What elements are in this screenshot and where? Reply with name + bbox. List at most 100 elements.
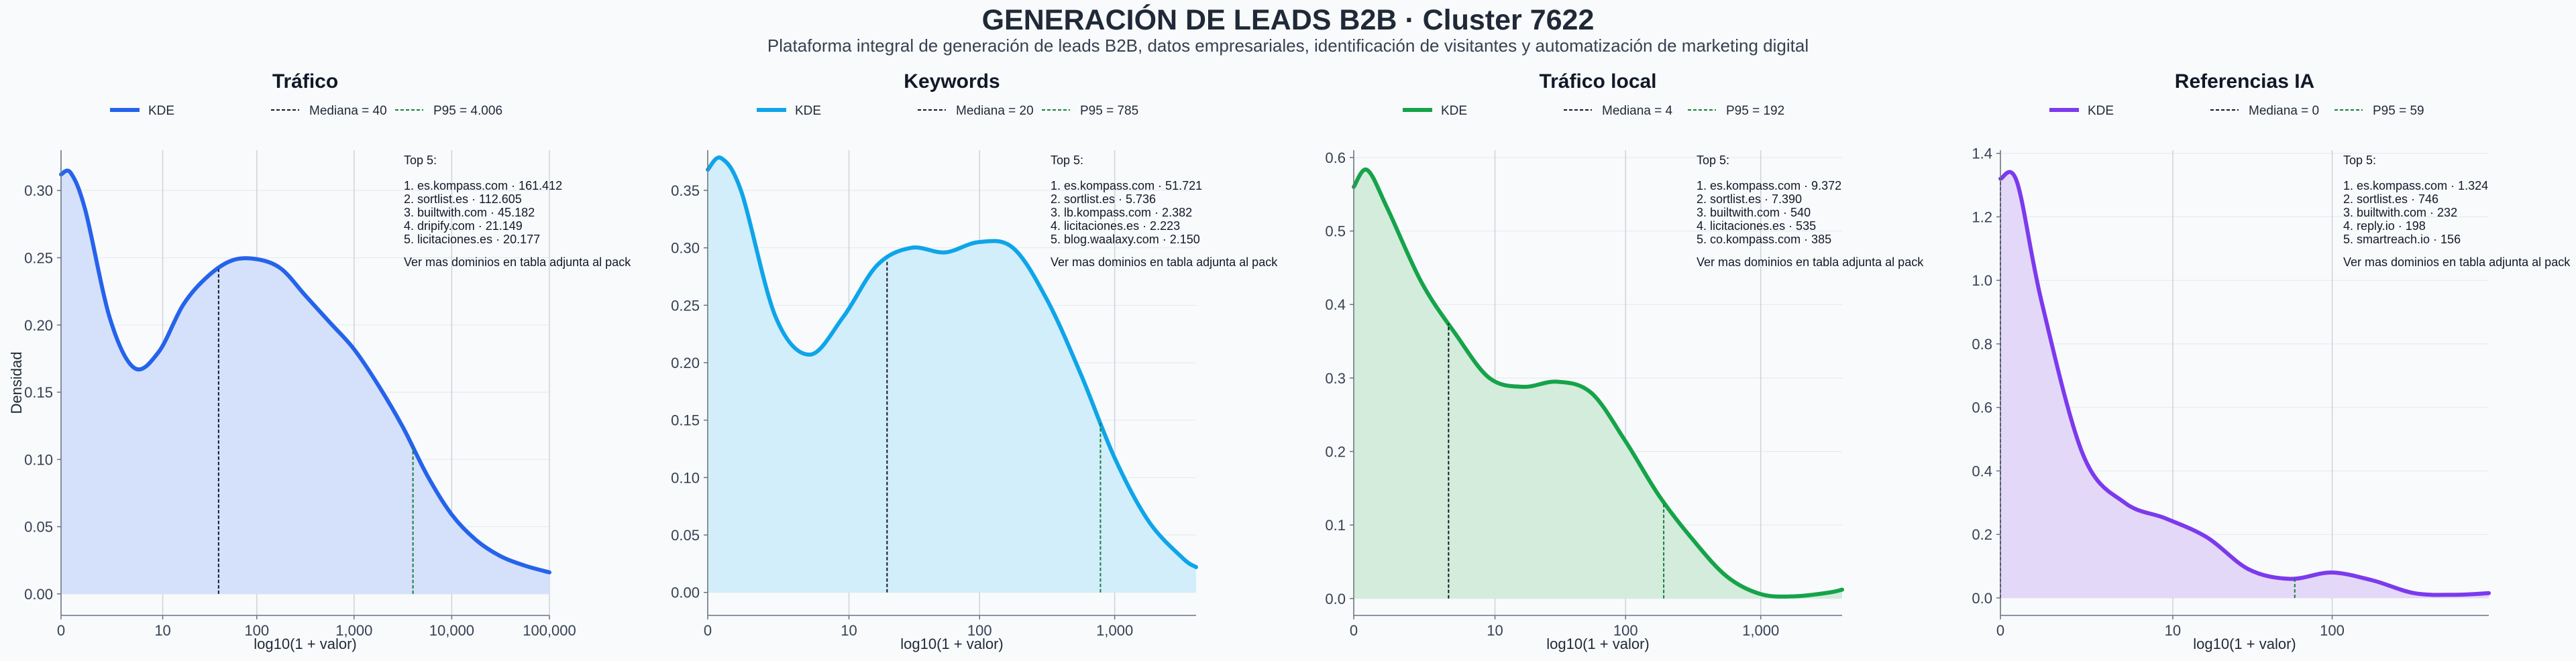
top5-note: Ver mas dominios en tabla adjunta al pac… (404, 255, 631, 269)
chart-panel: Tráfico KDE Mediana = 40 P95 = 4.006 0.00 0.0… (8, 70, 631, 652)
y-tick-label: 0.20 (24, 317, 53, 334)
x-tick-label: 0 (57, 622, 65, 639)
top5-item: 2. sortlist.es · 746 (2343, 192, 2438, 206)
legend-median-label: Mediana = 40 (309, 104, 387, 118)
x-tick-label: 0 (704, 622, 712, 639)
x-tick-label: 10 (154, 622, 170, 639)
x-tick-label: 0 (1350, 622, 1358, 639)
legend-kde-label: KDE (795, 104, 821, 118)
legend-kde-label: KDE (148, 104, 174, 118)
kde-curve (1998, 170, 2491, 597)
y-tick-label: 0.3 (1325, 370, 1346, 387)
legend-median-label: Mediana = 20 (956, 104, 1034, 118)
kde-curve (706, 156, 1198, 569)
y-tick-label: 0.5 (1325, 223, 1346, 240)
y-tick-label: 0.1 (1325, 517, 1346, 534)
x-axis-label: log10(1 + valor) (900, 636, 1003, 652)
kde-curve (59, 168, 551, 575)
top5-note: Ver mas dominios en tabla adjunta al pac… (2343, 255, 2571, 269)
top5-item: 4. reply.io · 198 (2343, 219, 2426, 233)
kde-curve (1352, 167, 1844, 599)
x-axis-label: log10(1 + valor) (1546, 636, 1649, 652)
figure-subtitle: Plataforma integral de generación de lea… (767, 36, 1809, 56)
y-tick-label: 0.35 (671, 182, 700, 199)
top5-item: 3. builtwith.com · 45.182 (404, 206, 535, 219)
y-tick-label: 0.00 (671, 585, 700, 601)
top5-item: 1. es.kompass.com · 51.721 (1051, 179, 1202, 192)
x-tick-label: 10 (2165, 622, 2181, 639)
legend: KDE Mediana = 0 P95 = 59 (2049, 104, 2424, 118)
legend-p95-label: P95 = 785 (1080, 104, 1138, 118)
x-tick-label: 10 (841, 622, 857, 639)
top5-note: Ver mas dominios en tabla adjunta al pac… (1051, 255, 1278, 269)
x-tick-label: 100 (967, 622, 992, 639)
y-tick-label: 0.10 (671, 469, 700, 486)
legend-p95-label: P95 = 59 (2373, 104, 2424, 118)
top5-item: 4. licitaciones.es · 2.223 (1051, 219, 1180, 233)
panel-title: Referencias IA (2175, 70, 2314, 93)
x-tick-label: 0 (1996, 622, 2004, 639)
top5-item: 1. es.kompass.com · 161.412 (404, 179, 562, 192)
y-tick-label: 0.2 (1972, 526, 1992, 543)
legend-median-label: Mediana = 0 (2249, 104, 2319, 118)
top5-item: 2. sortlist.es · 112.605 (404, 192, 522, 206)
top5-item: 5. licitaciones.es · 20.177 (404, 233, 540, 246)
x-tick-label: 100 (2320, 622, 2345, 639)
y-tick-label: 0.30 (671, 240, 700, 257)
top5-heading: Top 5: (404, 154, 437, 167)
y-tick-label: 0.10 (24, 451, 53, 468)
panel-title: Keywords (904, 70, 1000, 93)
top5-item: 5. smartreach.io · 156 (2343, 233, 2461, 246)
x-axis-label: log10(1 + valor) (254, 636, 356, 652)
y-tick-label: 0.4 (1972, 463, 1992, 479)
x-tick-label: 1,000 (1742, 622, 1779, 639)
x-tick-label: 10 (1487, 622, 1503, 639)
y-tick-label: 0.8 (1972, 336, 1992, 353)
kde-area (2000, 172, 2489, 598)
y-tick-label: 0.00 (24, 586, 53, 603)
top5-item: 3. builtwith.com · 540 (1697, 206, 1811, 219)
top5-item: 5. co.kompass.com · 385 (1697, 233, 1831, 246)
top5-heading: Top 5: (1051, 154, 1083, 167)
legend-kde-label: KDE (1441, 104, 1467, 118)
y-tick-label: 0.05 (671, 527, 700, 544)
top5-note: Ver mas dominios en tabla adjunta al pac… (1697, 255, 1924, 269)
chart-panel: Keywords KDE Mediana = 20 P95 = 785 0.00 0.05… (671, 70, 1278, 652)
x-tick-label: 100,000 (523, 622, 576, 639)
top5-item: 4. dripify.com · 21.149 (404, 219, 523, 233)
x-tick-label: 100 (1613, 622, 1638, 639)
kde-area (61, 170, 549, 594)
top5-item: 5. blog.waalaxy.com · 2.150 (1051, 233, 1200, 246)
legend-median-label: Mediana = 4 (1602, 104, 1673, 118)
top5-item: 1. es.kompass.com · 1.324 (2343, 179, 2488, 192)
y-tick-label: 1.2 (1972, 208, 1992, 225)
legend-p95-label: P95 = 192 (1726, 104, 1784, 118)
kde-area (1354, 169, 1842, 599)
x-axis-label: log10(1 + valor) (2193, 636, 2296, 652)
legend-kde-label: KDE (2088, 104, 2114, 118)
y-tick-label: 1.0 (1972, 272, 1992, 289)
top5-item: 1. es.kompass.com · 9.372 (1697, 179, 1841, 192)
y-tick-label: 0.25 (24, 249, 53, 266)
top5-item: 2. sortlist.es · 5.736 (1051, 192, 1156, 206)
y-tick-label: 0.6 (1325, 149, 1346, 166)
x-tick-label: 1,000 (1096, 622, 1133, 639)
y-tick-label: 0.30 (24, 182, 53, 199)
panel-title: Tráfico local (1539, 70, 1656, 93)
legend: KDE Mediana = 4 P95 = 192 (1403, 104, 1784, 118)
top5-item: 3. lb.kompass.com · 2.382 (1051, 206, 1192, 219)
top5-item: 3. builtwith.com · 232 (2343, 206, 2457, 219)
y-tick-label: 0.0 (1325, 591, 1346, 607)
top5-heading: Top 5: (1697, 154, 1729, 167)
y-tick-label: 0.20 (671, 355, 700, 371)
kde-area (708, 157, 1196, 593)
top5-item: 2. sortlist.es · 7.390 (1697, 192, 1802, 206)
y-tick-label: 0.05 (24, 519, 53, 536)
